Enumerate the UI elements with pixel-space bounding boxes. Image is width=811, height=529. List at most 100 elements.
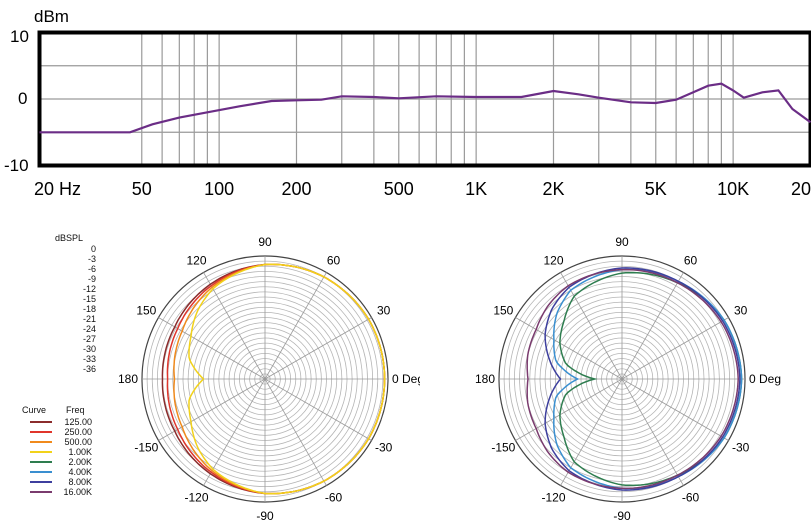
polar-angle-label: 60 [684, 253, 698, 267]
legend-swatch [30, 491, 52, 493]
legend-swatch [30, 471, 52, 473]
legend-swatch [30, 461, 52, 463]
legend-freq-label: 250.00 [64, 427, 92, 437]
db-scale-value: -33 [82, 354, 96, 364]
legend-item: 4.00K [30, 467, 100, 477]
fr-x-tick-label: 1K [465, 179, 487, 199]
fr-x-tick-label: 10K [717, 179, 749, 199]
polar-spoke [515, 317, 623, 380]
legend-item: 500.00 [30, 437, 100, 447]
y-tick-10: 10 [10, 27, 29, 46]
legend-item: 2.00K [30, 457, 100, 467]
legend-item: 16.00K [30, 487, 100, 497]
polar-angle-label: -90 [613, 509, 631, 523]
fr-x-tick-label: 50 [132, 179, 152, 199]
db-scale-value: -6 [87, 264, 96, 274]
polar-chart-left: 90 60 30 0 Deg -30 -60 -90 -120 -150 180 150 120 [118, 235, 420, 523]
db-scale-value: -21 [82, 314, 96, 324]
legend-freq-label: 1.00K [68, 447, 92, 457]
polar-legend-panel: dBSPL 0 -3 -6 -9 -12 -15 -18 -21 -24 -27 -30 -33 -36… [0, 0, 100, 529]
legend-freq-label: 16.00K [63, 487, 92, 497]
legend-swatch [30, 451, 52, 453]
polar-angle-label: 120 [186, 253, 206, 267]
legend-freq-header: Freq [66, 405, 85, 415]
polar-angle-label: -150 [134, 441, 158, 455]
db-scale-value: -18 [82, 304, 96, 314]
polar-spoke [560, 378, 623, 486]
polar-spoke [264, 317, 372, 380]
db-scale: 0 -3 -6 -9 -12 -15 -18 -21 -24 -27 -30 -33 -36 [40, 244, 96, 374]
polar-angle-label: -60 [682, 491, 700, 505]
polar-angle-label: 30 [734, 304, 748, 318]
legend-item: 125.00 [30, 417, 100, 427]
db-scale-value: -12 [82, 284, 96, 294]
legend-swatch [30, 441, 52, 443]
db-scale-value: 0 [90, 244, 96, 254]
legend-swatch [30, 431, 52, 433]
polar-spoke [515, 378, 623, 441]
legend-freq-label: 500.00 [64, 437, 92, 447]
polar-angle-label: 150 [136, 304, 156, 318]
polar-angle-label: -30 [732, 441, 750, 455]
polar-angle-label: 0 Deg [392, 372, 420, 386]
db-scale-value: -15 [82, 294, 96, 304]
polar-angle-label: -30 [375, 441, 393, 455]
legend-freq-label: 2.00K [68, 457, 92, 467]
legend-item: 1.00K [30, 447, 100, 457]
polar-series-1.00K [188, 263, 386, 495]
y-tick-0: 0 [18, 89, 27, 108]
fr-x-tick-label: 500 [384, 179, 414, 199]
legend-freq-label: 125.00 [64, 417, 92, 427]
polar-angle-label: 180 [118, 372, 138, 386]
polar-spoke [158, 317, 266, 380]
polar-angle-label: 120 [543, 253, 563, 267]
polar-spoke [621, 272, 684, 380]
polar-spoke [264, 378, 372, 441]
legend-freq-label: 4.00K [68, 467, 92, 477]
polar-angle-label: 150 [493, 304, 513, 318]
polar-angle-label: 30 [377, 304, 391, 318]
db-scale-value: -3 [87, 254, 96, 264]
polar-angle-label: -120 [541, 491, 565, 505]
fr-x-tick-label: 5K [645, 179, 667, 199]
polar-angle-label: -60 [325, 491, 343, 505]
polar-spoke [621, 317, 729, 380]
fr-x-tick-label: 200 [281, 179, 311, 199]
polar-spoke [203, 272, 266, 380]
polar-chart-right: 90 60 30 0 Deg -30 -60 -90 -120 -150 180 150 120 [475, 235, 781, 523]
db-scale-value: -36 [82, 364, 96, 374]
polar-series-8.00K [544, 267, 741, 491]
polar-spoke [560, 272, 623, 380]
polar-angle-label: -150 [491, 441, 515, 455]
polar-angle-label: -90 [256, 509, 274, 523]
polar-angle-label: 90 [615, 235, 629, 249]
fr-x-tick-label: 20 Hz [34, 179, 81, 199]
db-scale-title: dBSPL [55, 233, 84, 243]
y-tick-minus-10: -10 [4, 156, 29, 175]
fr-x-tick-label: 100 [204, 179, 234, 199]
polar-spoke [621, 378, 684, 486]
polar-spoke [203, 378, 266, 486]
legend-swatch [30, 421, 52, 423]
polar-spoke [158, 378, 266, 441]
db-scale-value: -30 [82, 344, 96, 354]
y-unit-label: dBm [34, 7, 69, 26]
fr-x-tick-label: 2K [542, 179, 564, 199]
db-scale-value: -27 [82, 334, 96, 344]
polar-angle-label: 0 Deg [749, 372, 781, 386]
legend-curve-header: Curve [22, 405, 47, 415]
polar-series-16.00K [526, 268, 739, 490]
db-scale-value: -24 [82, 324, 96, 334]
polar-angle-label: 60 [327, 253, 341, 267]
polar-spoke [621, 378, 729, 441]
db-scale-value: -9 [87, 274, 96, 284]
fr-gridlines [39, 32, 811, 166]
legend-items: 125.00 250.00 500.00 1.00K 2.00K 4.00K 8.00K 16… [30, 417, 100, 497]
polar-angle-label: 180 [475, 372, 495, 386]
legend-item: 250.00 [30, 427, 100, 437]
polar-spoke [264, 272, 327, 380]
fr-series-line [39, 82, 811, 134]
legend-freq-label: 8.00K [68, 477, 92, 487]
legend-item: 8.00K [30, 477, 100, 487]
legend-swatch [30, 481, 52, 483]
